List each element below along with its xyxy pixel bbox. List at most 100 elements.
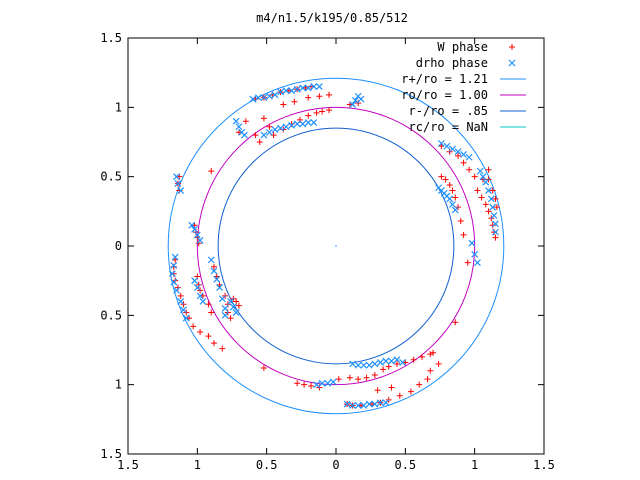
legend-label: r-/ro = .85 — [409, 104, 488, 118]
drho-phase-point — [173, 173, 180, 181]
drho-phase-point — [474, 259, 481, 267]
legend-label: r+/ro = 1.21 — [401, 72, 488, 86]
drho-phase-point — [492, 220, 499, 228]
legend-entry: r-/ro = .85 — [409, 104, 526, 118]
w-phase-point — [464, 259, 471, 266]
w-phase-point — [474, 187, 481, 194]
drho-phase-point — [293, 85, 301, 93]
w-phase-point — [326, 91, 333, 98]
drho-phase-point — [299, 120, 307, 128]
w-phase-point — [455, 152, 462, 159]
drho-phase-point — [232, 117, 240, 125]
drho-phase-point — [371, 400, 379, 408]
drho-phase-point — [207, 256, 215, 264]
w-phase-point — [427, 367, 434, 374]
legend-entry: ro/ro = 1.00 — [401, 88, 526, 102]
w-phase-point — [252, 132, 259, 139]
drho-phase-point — [271, 126, 279, 133]
y-tick-label: 1 — [115, 378, 122, 392]
drho-phase-point — [490, 212, 498, 219]
drho-phase-point — [329, 378, 337, 386]
w-phase-point — [316, 93, 323, 100]
drho-phase-point — [479, 173, 487, 181]
drho-phase-point — [471, 250, 479, 258]
drho-phase-point — [182, 314, 190, 322]
legend-label: rc/ro = NaN — [409, 120, 488, 134]
drho-phase-point — [310, 83, 318, 90]
drho-phase-point — [485, 187, 492, 194]
w-phase-point — [492, 234, 499, 241]
w-phase-point — [380, 366, 387, 373]
legend-swatch-cross — [508, 59, 516, 67]
w-phase-point — [385, 363, 392, 370]
drho-phase-point — [315, 83, 323, 90]
w-phase-point — [485, 208, 492, 215]
legend-entry: r+/ro = 1.21 — [401, 72, 526, 86]
drho-phase-point — [254, 94, 262, 102]
w-phase-point — [235, 302, 242, 309]
w-phase-point — [374, 387, 381, 394]
w-phase-point — [438, 173, 445, 180]
x-tick-label: 1 — [194, 458, 201, 472]
w-phase-point — [242, 118, 249, 125]
drho-phase-point — [449, 145, 456, 153]
drho-phase-point — [460, 151, 467, 158]
drho-phase-point — [382, 357, 390, 365]
drho-phase-point — [324, 379, 332, 387]
w-phase-point — [416, 381, 423, 388]
w-phase-point — [460, 159, 467, 166]
w-phase-point — [466, 166, 473, 173]
y-tick-label: 1.5 — [100, 31, 122, 45]
y-tick-label: 1.5 — [100, 447, 122, 461]
drho-phase-point — [382, 399, 390, 407]
drho-phase-point — [487, 195, 495, 203]
w-phase-point — [410, 356, 417, 363]
data-series — [168, 83, 500, 409]
w-phase-point — [452, 194, 459, 201]
drho-phase-point — [349, 360, 357, 368]
w-phase-point — [305, 94, 312, 101]
x-tick-label: 1.5 — [533, 458, 555, 472]
drho-phase-point — [468, 239, 476, 247]
drho-phase-point — [476, 167, 484, 175]
drho-phase-point — [241, 131, 248, 139]
drho-phase-point — [260, 94, 268, 102]
w-phase-point — [208, 309, 215, 316]
drho-phase-point — [229, 303, 237, 311]
drho-phase-point — [365, 361, 373, 369]
legend-entry: drho phase — [416, 56, 516, 70]
w-phase-point — [449, 187, 456, 194]
w-phase-point — [457, 218, 464, 225]
drho-phase-point — [454, 148, 462, 156]
w-phase-point — [388, 384, 395, 391]
w-phase-point — [492, 195, 499, 202]
drho-phase-point — [196, 237, 204, 244]
w-phase-point — [177, 292, 184, 299]
drho-phase-point — [437, 139, 445, 147]
w-phase-point — [308, 383, 315, 390]
drho-phase-point — [221, 311, 229, 319]
drho-phase-point — [196, 292, 204, 300]
w-phase-point — [208, 168, 215, 175]
drho-phase-point — [304, 119, 312, 127]
drho-phase-point — [304, 84, 312, 92]
w-phase-point — [371, 371, 378, 378]
w-phase-point — [435, 360, 442, 367]
drho-phase-point — [177, 187, 185, 194]
drho-phase-point — [349, 402, 357, 409]
w-phase-point — [260, 115, 267, 122]
w-phase-point — [493, 204, 500, 211]
drho-phase-point — [310, 119, 318, 127]
drho-phase-point — [360, 402, 368, 409]
drho-phase-point — [191, 277, 198, 285]
w-phase-point — [210, 263, 217, 270]
w-phase-point — [355, 376, 362, 383]
w-phase-point — [489, 187, 496, 194]
drho-phase-point — [465, 153, 473, 161]
drho-phase-point — [249, 95, 257, 103]
drho-phase-point — [221, 304, 229, 312]
drho-phase-point — [492, 228, 499, 236]
x-tick-label: 1 — [471, 458, 478, 472]
w-phase-point — [219, 345, 226, 352]
drho-phase-point — [349, 101, 357, 108]
